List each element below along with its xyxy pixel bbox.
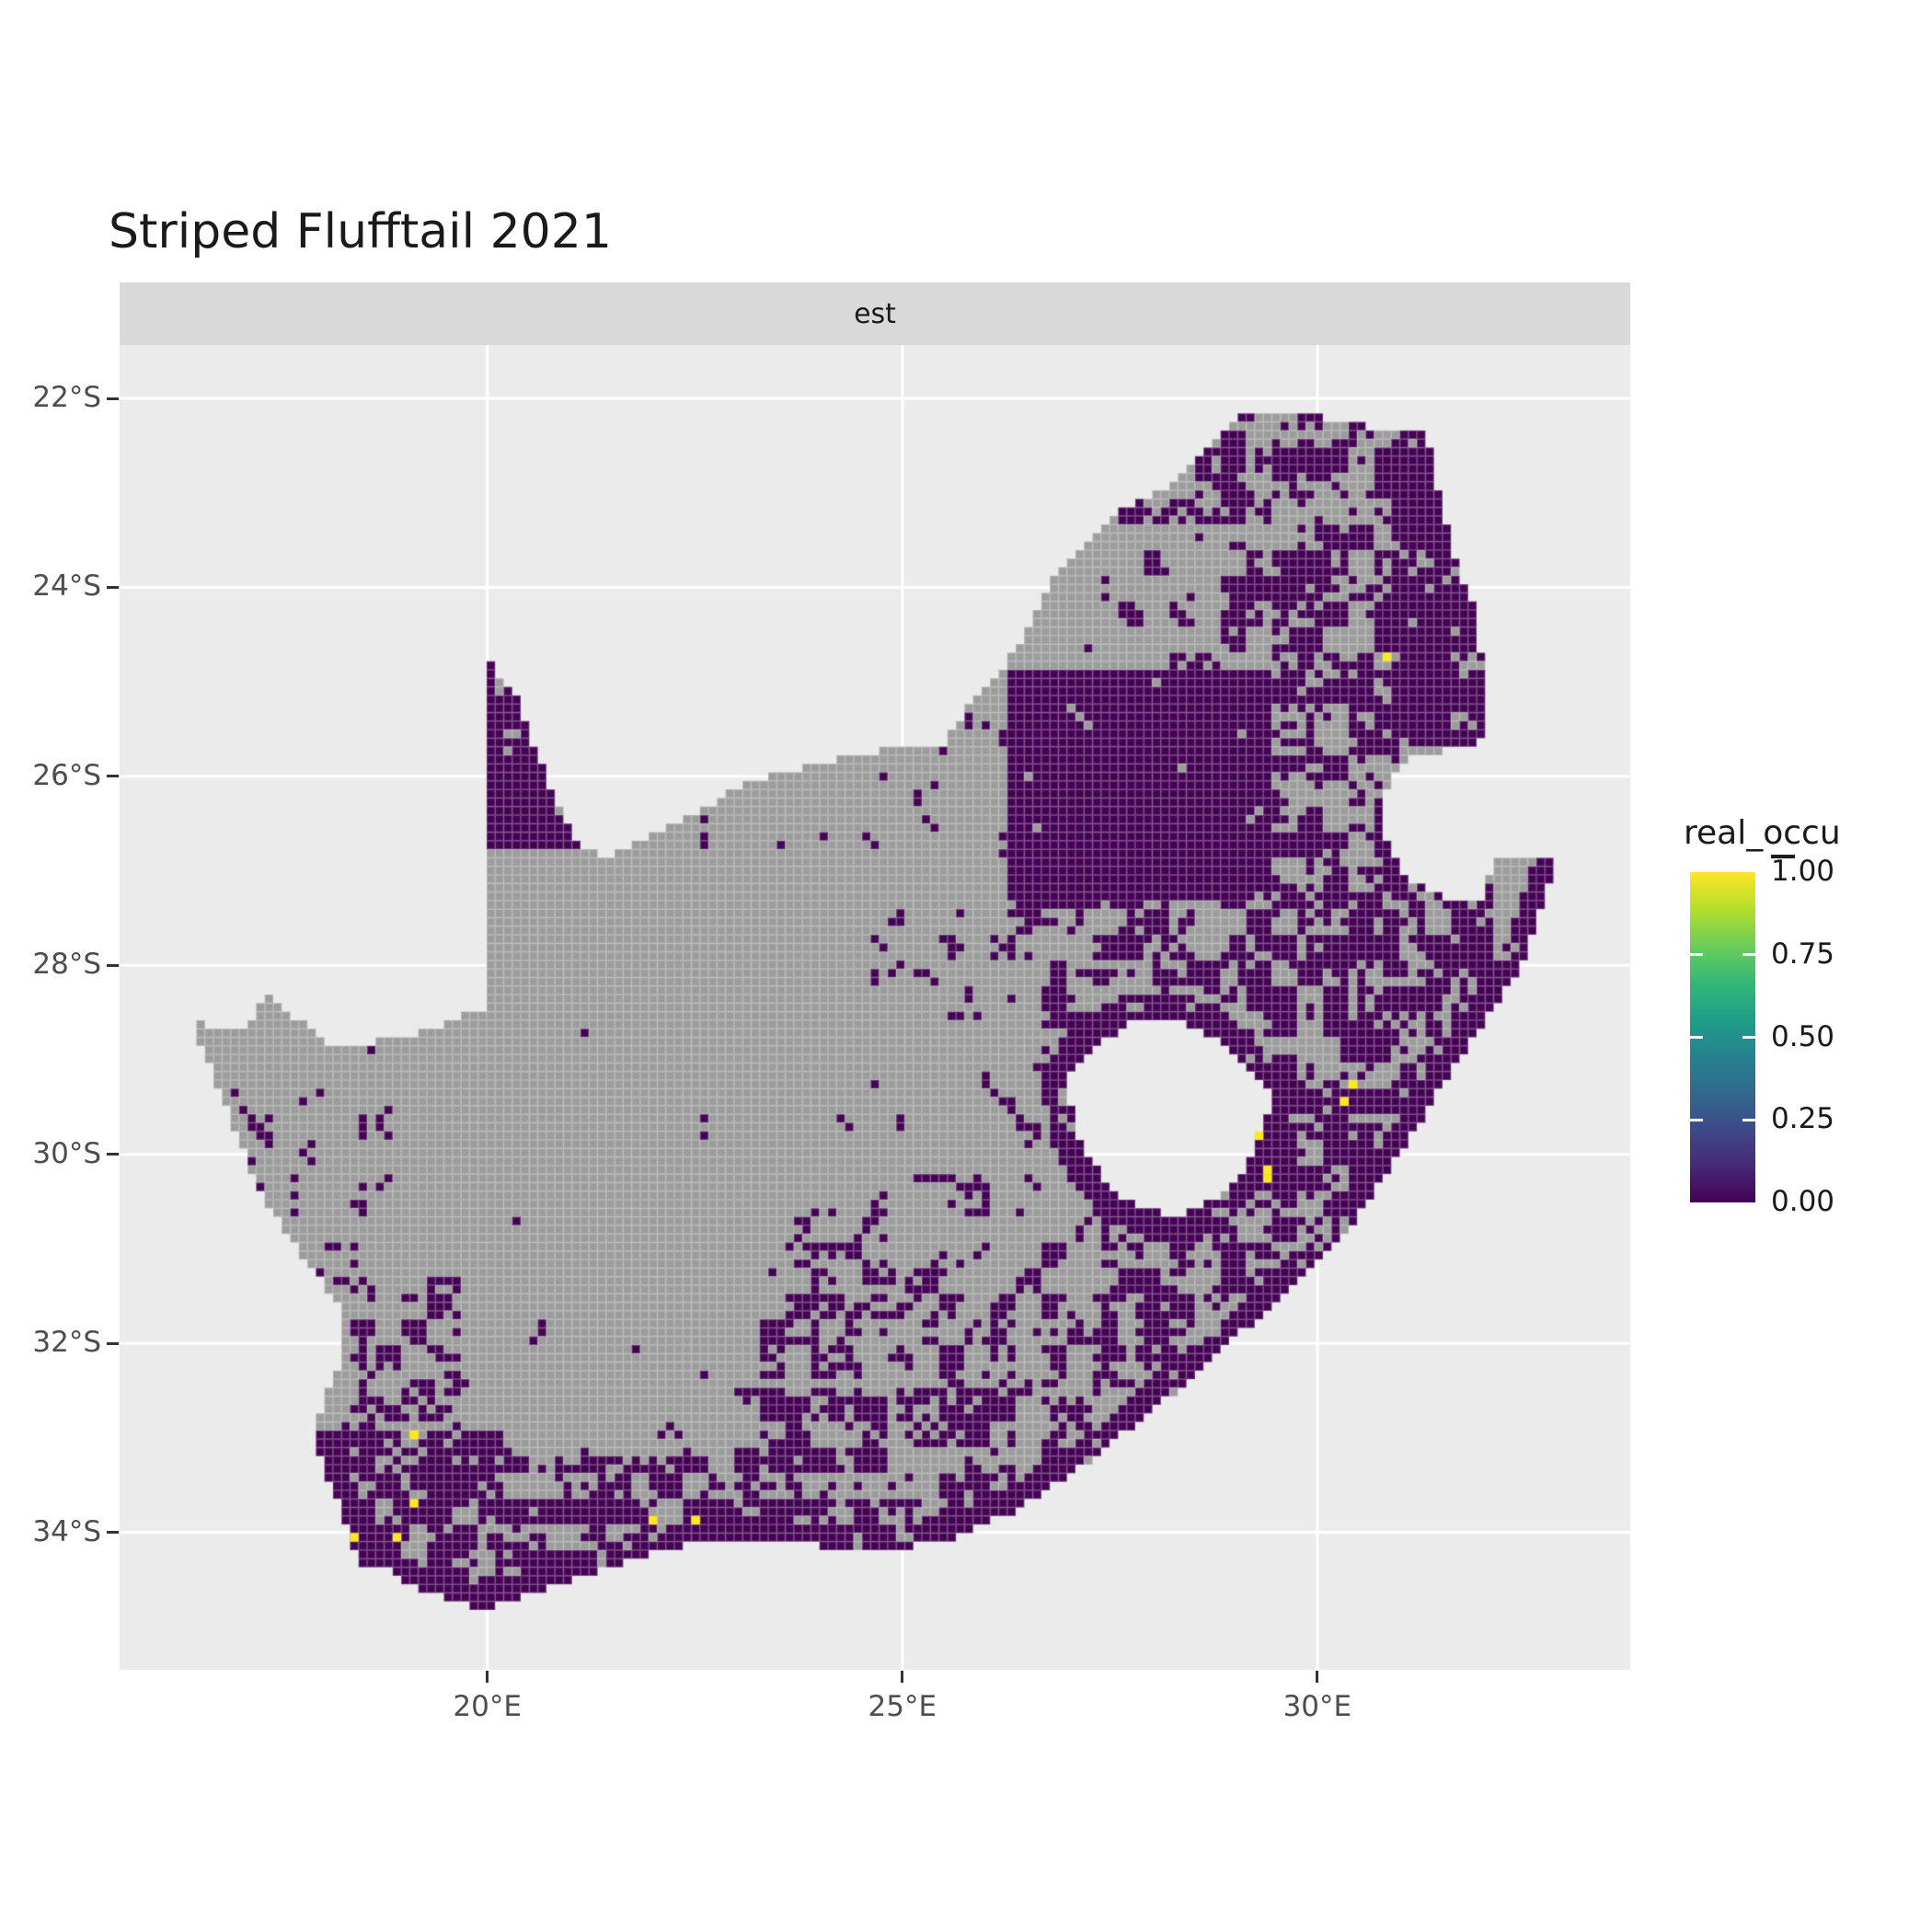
x-axis-tick bbox=[1316, 1671, 1319, 1683]
y-axis-tick bbox=[107, 1341, 119, 1345]
x-axis-tick-label: 20°E bbox=[453, 1690, 522, 1723]
x-axis-tick-label: 25°E bbox=[868, 1690, 937, 1723]
legend-tick-mark bbox=[1690, 953, 1703, 957]
legend-title: real_occu bbox=[1684, 814, 1841, 852]
y-axis-tick bbox=[107, 397, 119, 400]
y-axis-tick bbox=[107, 1531, 119, 1535]
x-axis-tick-label: 30°E bbox=[1282, 1690, 1352, 1723]
legend-tick-label: 0.50 bbox=[1771, 1019, 1835, 1053]
y-axis-tick-label: 24°S bbox=[32, 569, 101, 604]
facet-strip: est bbox=[120, 282, 1630, 345]
x-axis-tick bbox=[901, 1671, 904, 1683]
y-axis-tick bbox=[107, 585, 119, 589]
legend-top-tick bbox=[1771, 855, 1795, 858]
facet-strip-label: est bbox=[854, 297, 896, 330]
plot-title: Striped Flufftail 2021 bbox=[109, 204, 612, 259]
legend-tick-mark bbox=[1742, 1036, 1755, 1039]
map-panel bbox=[120, 345, 1630, 1670]
y-axis-tick-label: 26°S bbox=[32, 758, 101, 792]
x-axis-tick bbox=[486, 1671, 489, 1683]
y-axis-tick-label: 32°S bbox=[32, 1326, 101, 1360]
legend-tick-mark bbox=[1742, 1118, 1755, 1121]
y-axis-tick-label: 34°S bbox=[32, 1514, 101, 1548]
y-axis-tick bbox=[107, 963, 119, 967]
y-axis-tick-label: 22°S bbox=[32, 381, 101, 415]
y-axis-tick bbox=[107, 1153, 119, 1156]
y-axis-tick-label: 28°S bbox=[32, 948, 101, 982]
legend-tick-label: 0.00 bbox=[1771, 1185, 1835, 1218]
y-axis-tick-label: 30°S bbox=[32, 1136, 101, 1170]
legend-tick-label: 0.75 bbox=[1771, 937, 1835, 971]
legend-tick-label: 1.00 bbox=[1771, 855, 1835, 888]
legend-tick-mark bbox=[1690, 1118, 1703, 1121]
legend-tick-mark bbox=[1742, 953, 1755, 957]
occupancy-map-canvas bbox=[120, 345, 1630, 1670]
legend: real_occu 1.00 0.75 0.50 0.25 0.00 bbox=[1684, 814, 1923, 1247]
legend-tick-mark bbox=[1690, 1036, 1703, 1039]
y-axis-tick bbox=[107, 775, 119, 778]
legend-tick-label: 0.25 bbox=[1771, 1102, 1835, 1136]
